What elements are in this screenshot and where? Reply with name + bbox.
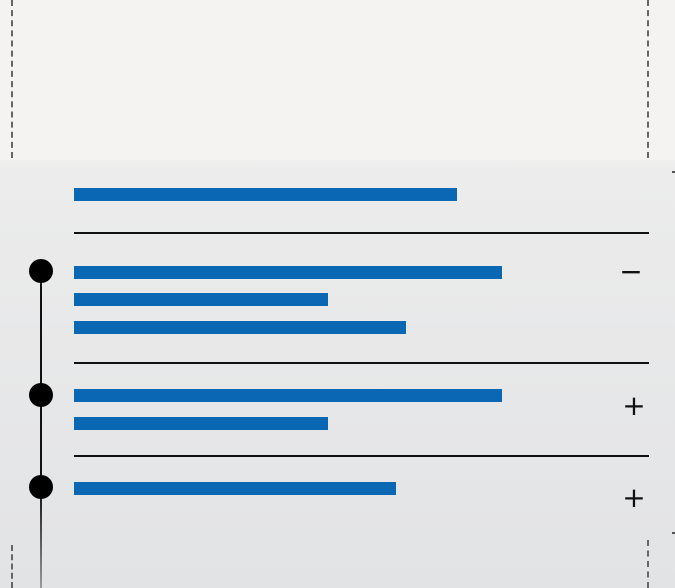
divider-1 [74, 232, 649, 234]
divider-2 [74, 362, 649, 364]
timeline-rail [40, 270, 42, 488]
dashed-right-top [647, 0, 649, 158]
timeline-node-1 [29, 259, 53, 283]
item-2-title-placeholder[interactable] [74, 389, 502, 402]
item-3-title-placeholder[interactable] [74, 482, 396, 495]
minus-icon[interactable]: − [619, 255, 643, 288]
timeline-node-2 [29, 383, 53, 407]
item-1-title-placeholder[interactable] [74, 266, 502, 279]
item-1-line-2-placeholder [74, 321, 406, 334]
edge-mark-bottom [672, 532, 675, 534]
top-panel [0, 0, 675, 160]
timeline-rail-tail [40, 487, 42, 588]
dashed-right-bottom [647, 540, 649, 588]
timeline-node-3 [29, 475, 53, 499]
header-text-placeholder [74, 188, 457, 201]
divider-3 [74, 455, 649, 457]
plus-icon[interactable]: + [622, 389, 646, 422]
edge-mark-top [672, 171, 675, 173]
dashed-left-bottom [11, 545, 13, 588]
item-2-line-1-placeholder [74, 417, 328, 430]
dashed-left-top [11, 0, 13, 158]
plus-icon[interactable]: + [622, 481, 646, 514]
item-1-line-1-placeholder [74, 293, 328, 306]
